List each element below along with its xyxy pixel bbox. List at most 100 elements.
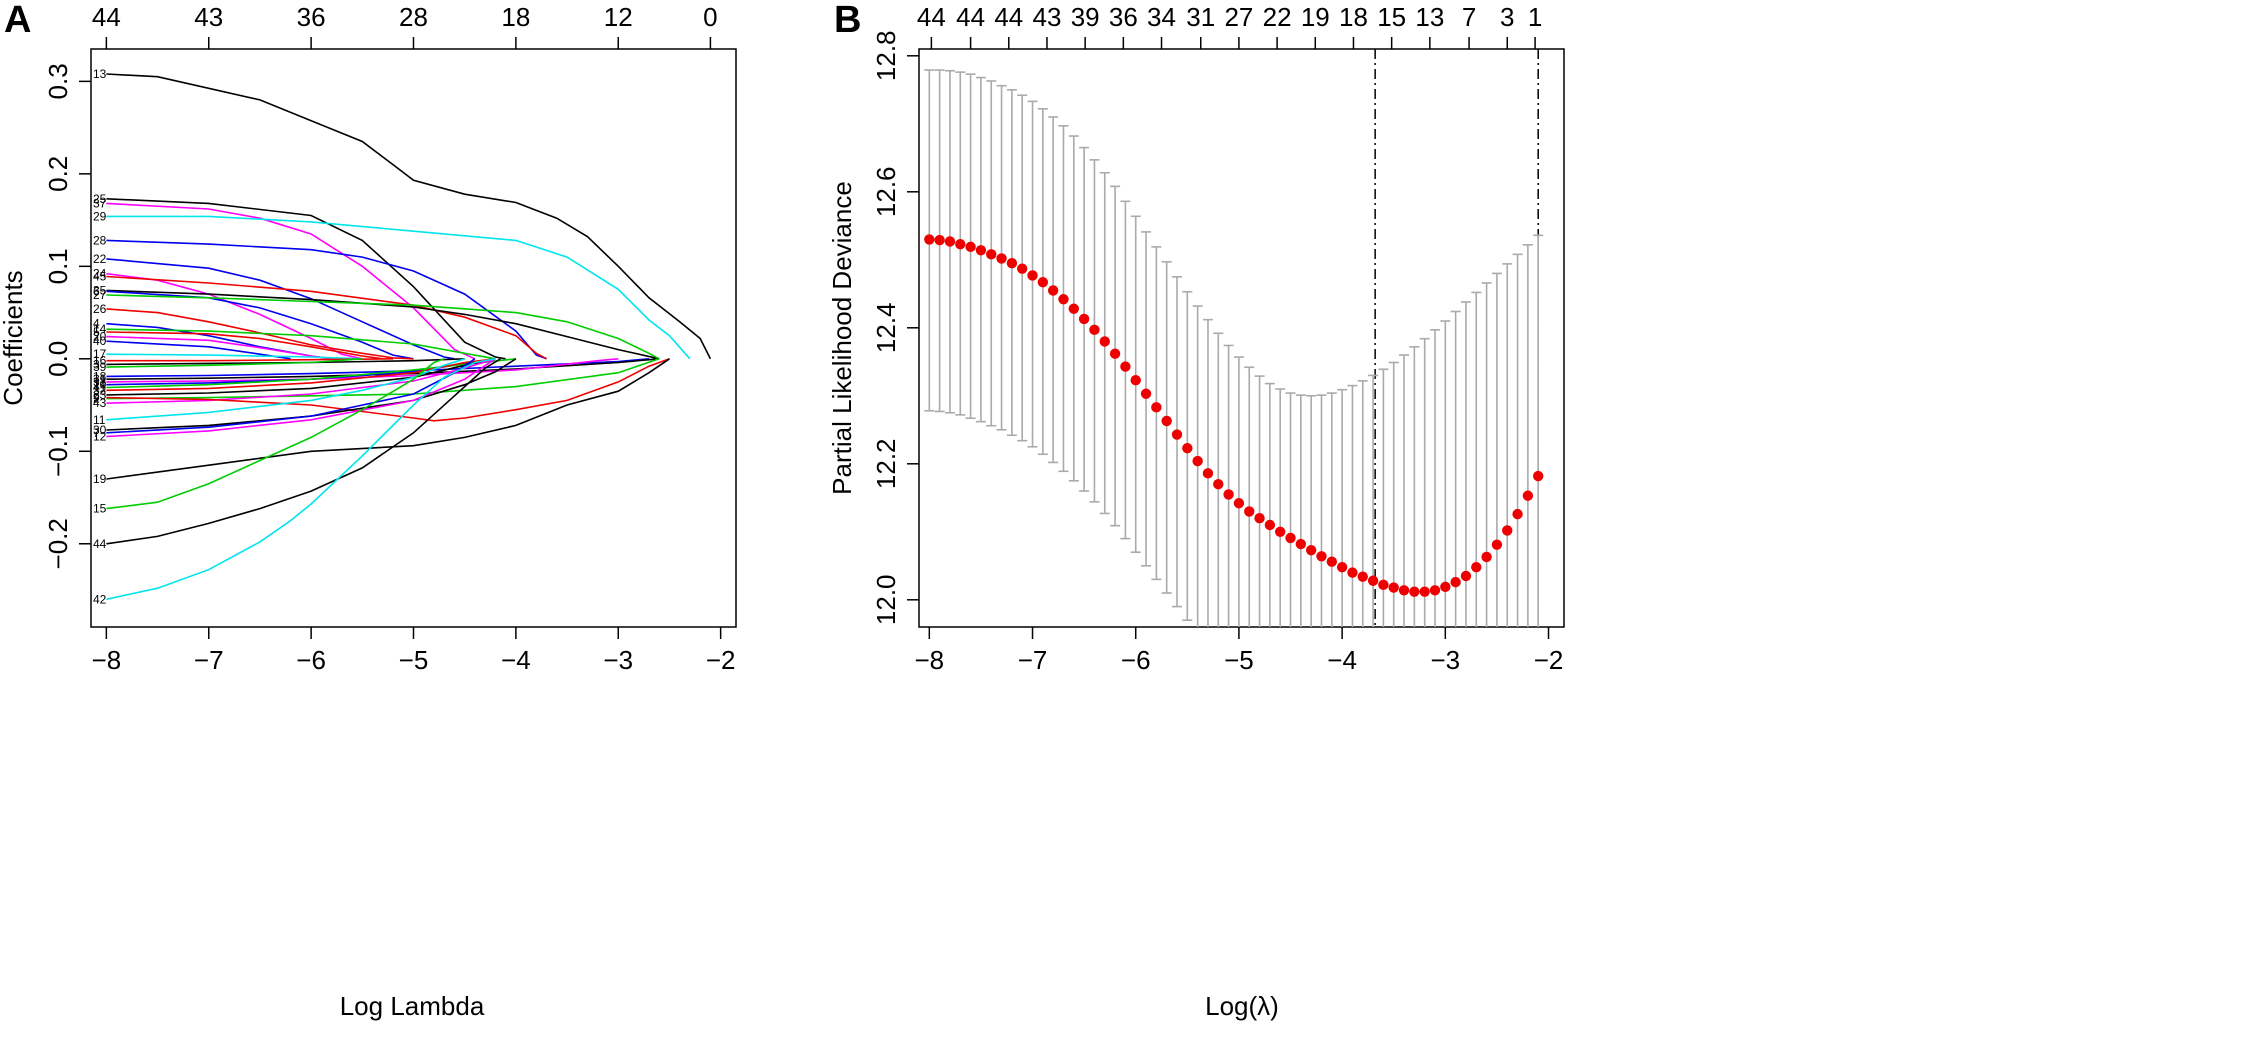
coef-label-6: 6 — [93, 284, 100, 298]
b-cv-point — [1471, 561, 1482, 573]
panel-a: A 13253729282224453562726414520401716339… — [0, 0, 737, 1021]
b-cv-point — [1161, 415, 1172, 427]
a-x-tick-label: −7 — [194, 645, 224, 675]
coef-label-29: 29 — [93, 209, 107, 223]
b-top-tick-label: 34 — [1147, 2, 1176, 32]
b-x-tick-label: −2 — [1534, 645, 1564, 675]
a-x-tick-label: −6 — [296, 645, 326, 675]
coef-label-25: 25 — [93, 192, 107, 206]
b-cv-point — [1357, 571, 1368, 582]
b-cv-point — [1460, 570, 1472, 582]
b-cv-point — [1367, 575, 1379, 586]
b-x-tick-label: −7 — [1018, 645, 1048, 675]
b-cv-point — [1388, 582, 1399, 593]
b-cv-point — [1440, 581, 1451, 593]
b-cv-point — [1522, 490, 1534, 501]
b-cv-point — [1491, 539, 1503, 550]
a-y-tick-label: 0.1 — [43, 248, 73, 284]
coef-label-23: 23 — [93, 388, 107, 402]
b-cv-point — [1244, 506, 1255, 517]
a-x-tick-label: −2 — [706, 645, 736, 675]
coef-label-22: 22 — [93, 252, 107, 266]
b-top-tick-label: 44 — [994, 2, 1023, 32]
panel-a-axes: −8 −7 −6 −5 −4 −3 −244 43 36 28 18 12 0−0.2−0.10.00.… — [43, 2, 735, 675]
b-y-tick-label: 12.0 — [871, 574, 901, 625]
b-top-tick-label: 36 — [1109, 2, 1138, 32]
b-cv-point — [1233, 498, 1245, 509]
coef-label-35: 35 — [93, 283, 107, 297]
coef-path-9 — [106, 358, 670, 422]
b-cv-point — [986, 249, 997, 260]
b-cv-point — [975, 245, 987, 256]
b-cv-point — [1429, 585, 1441, 596]
b-cv-point — [1264, 519, 1276, 531]
b-top-tick-label: 3 — [1500, 2, 1514, 32]
coef-path-18 — [106, 358, 650, 378]
coef-path-19 — [106, 358, 670, 480]
a-y-tick-label: 0.2 — [43, 156, 73, 192]
coef-path-28 — [106, 239, 547, 360]
b-cv-point — [934, 234, 945, 246]
b-cv-point — [1078, 313, 1090, 325]
b-top-tick-label: 7 — [1462, 2, 1476, 32]
a-x-tick-label: −8 — [92, 645, 122, 675]
coef-path-24 — [106, 272, 363, 360]
coef-label-37: 37 — [93, 196, 107, 210]
coef-path-26 — [106, 308, 414, 360]
a-x-tick-label: −4 — [501, 645, 531, 675]
a-y-tick-label: 0.3 — [43, 63, 73, 99]
b-cv-point — [955, 238, 966, 250]
b-cv-point — [1254, 513, 1265, 524]
coef-label-5: 5 — [93, 325, 100, 339]
coef-path-37 — [106, 202, 476, 360]
coef-path-11 — [106, 358, 465, 421]
coef-path-13 — [106, 73, 712, 360]
b-top-tick-label: 18 — [1339, 2, 1368, 32]
b-cv-point — [1130, 374, 1141, 386]
coef-label-32: 32 — [93, 383, 107, 397]
a-top-tick-label: 44 — [92, 2, 121, 32]
b-cv-point — [1502, 525, 1513, 536]
b-top-tick-label: 19 — [1301, 2, 1330, 32]
b-top-tick-label: 13 — [1415, 2, 1444, 32]
coef-label-28: 28 — [93, 233, 107, 247]
coef-label-41: 41 — [93, 381, 107, 395]
coef-label-14: 14 — [93, 322, 107, 336]
a-y-tick-label: 0.0 — [43, 341, 73, 377]
coef-label-11: 11 — [93, 413, 106, 427]
coef-path-35 — [106, 289, 660, 360]
b-cv-point — [1275, 526, 1286, 537]
b-top-tick-label: 22 — [1263, 2, 1292, 32]
coef-label-16: 16 — [93, 354, 107, 368]
a-top-tick-label: 36 — [297, 2, 326, 32]
coef-label-45: 45 — [93, 270, 107, 284]
b-cv-point — [1409, 586, 1420, 597]
b-y-tick-label: 12.8 — [871, 30, 901, 81]
a-top-tick-label: 12 — [604, 2, 633, 32]
b-cv-point — [1058, 294, 1069, 305]
coef-label-2: 2 — [93, 392, 100, 406]
b-cv-point — [1099, 336, 1110, 347]
coef-label-4: 4 — [93, 317, 100, 331]
b-top-tick-label: 44 — [917, 2, 946, 32]
coef-label-30: 30 — [93, 423, 107, 437]
b-cv-point — [1336, 561, 1348, 573]
coef-path-6 — [106, 290, 414, 360]
panel-b: B −8 −7 −6 −5 −4 −3 −2 44 44 44 43 39 36 34 31 27 22 19 18… — [827, 0, 1565, 1021]
panel-b-letter: B — [834, 0, 861, 41]
a-top-tick-label: 18 — [501, 2, 530, 32]
a-top-tick-label: 43 — [194, 2, 223, 32]
b-x-tick-label: −8 — [914, 645, 944, 675]
a-y-tick-label: −0.2 — [43, 518, 73, 569]
b-cv-point — [1295, 538, 1307, 550]
coef-label-27: 27 — [93, 288, 107, 302]
b-top-tick-label: 15 — [1377, 2, 1406, 32]
b-cv-point — [1171, 429, 1183, 440]
b-top-tick-label: 1 — [1528, 2, 1542, 32]
panel-b-reference-lines — [1374, 49, 1539, 627]
b-cv-point — [1109, 348, 1121, 359]
b-cv-point — [1120, 361, 1131, 372]
b-cv-point — [1512, 508, 1523, 520]
b-y-tick-label: 12.2 — [871, 438, 901, 489]
coef-label-13: 13 — [93, 67, 107, 81]
